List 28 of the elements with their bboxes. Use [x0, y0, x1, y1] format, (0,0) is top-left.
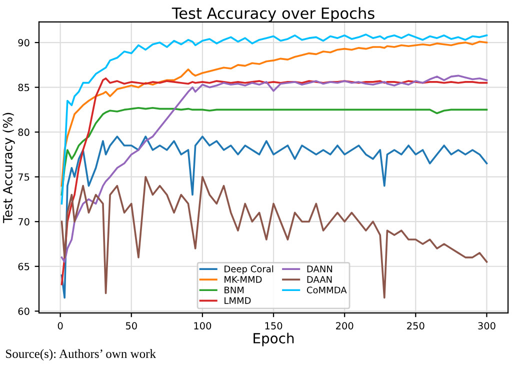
y-tick-label: 70: [18, 218, 30, 226]
x-axis-title: Epoch: [254, 332, 294, 346]
legend-label: Deep Coral: [224, 265, 274, 274]
x-tick-label: 100: [194, 322, 212, 330]
legend-label: DAAN: [307, 276, 332, 283]
legend-label: CoMMDA: [306, 286, 347, 294]
legend-label: DANN: [307, 266, 332, 272]
line-series: [60, 176, 488, 299]
y-tick-label: 80: [18, 128, 30, 136]
y-tick-label: 90: [18, 39, 30, 46]
x-tick-label: 150: [265, 322, 282, 330]
y-tick-label: 60: [18, 308, 30, 315]
chart-title: Test Accuracy over Epochs: [172, 7, 374, 22]
y-tick-label: 65: [18, 262, 30, 270]
legend-label: LMMD: [224, 297, 251, 304]
y-tick-label: 75: [18, 173, 30, 181]
line-series: [60, 107, 488, 196]
y-axis-title: Test Accuracy (%): [2, 112, 15, 224]
x-tick-label: 0: [58, 322, 63, 330]
x-tick-label: 250: [407, 322, 424, 330]
line-series: [60, 136, 488, 299]
y-tick-label: 85: [18, 84, 30, 92]
x-tick-label: 300: [478, 322, 496, 330]
legend-label: BNM: [224, 286, 244, 294]
source-note: Source(s): Authors’ own work: [6, 349, 156, 361]
legend-label: MK-MMD: [224, 276, 262, 283]
x-tick-label: 200: [336, 322, 354, 330]
x-tick-label: 50: [126, 322, 137, 330]
